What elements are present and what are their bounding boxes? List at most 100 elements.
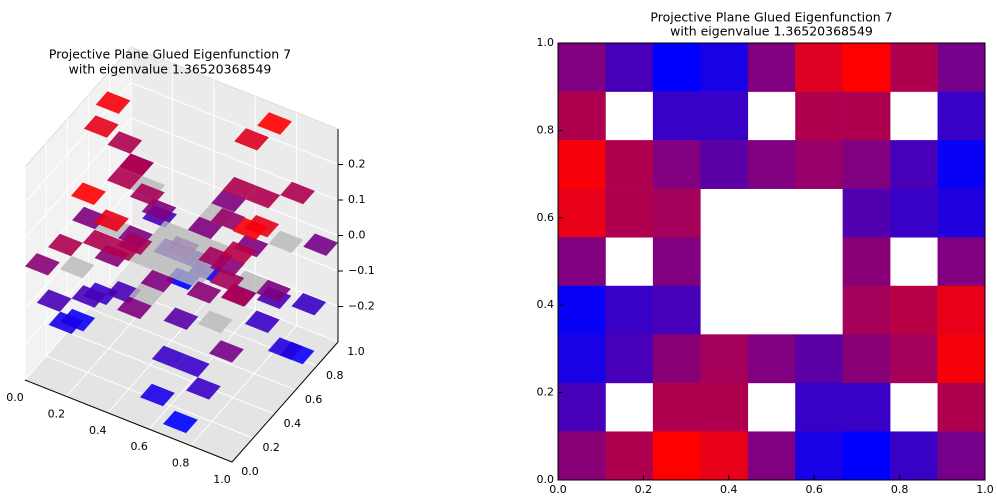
grid-line — [67, 331, 275, 415]
cell — [652, 43, 701, 92]
cell — [605, 431, 654, 481]
cell — [25, 253, 60, 276]
x-tick-label: 1.0 — [213, 473, 231, 486]
hole-cell — [187, 252, 222, 275]
cell — [558, 91, 606, 141]
x-tick-label: 0.2 — [635, 483, 653, 496]
cell — [605, 285, 654, 335]
cell — [107, 131, 143, 154]
cell — [937, 431, 986, 481]
cell — [291, 293, 327, 316]
cell — [842, 334, 891, 384]
cell — [94, 209, 129, 232]
grid-line — [24, 188, 132, 310]
y-axis — [231, 341, 339, 463]
cell — [151, 345, 187, 369]
cell — [232, 217, 268, 241]
cell — [937, 91, 986, 141]
hole-cell — [141, 234, 176, 257]
cell — [652, 431, 701, 481]
y-tick-label: 0.2 — [537, 386, 555, 399]
x-tick-label: 0.8 — [891, 483, 909, 496]
cell — [233, 234, 269, 258]
cell — [700, 431, 749, 481]
cell — [105, 238, 141, 262]
hole-cell — [59, 255, 95, 279]
cell — [652, 334, 701, 384]
chart-title: with eigenvalue 1.36520368549 — [69, 62, 272, 77]
x-tick-label: 0.2 — [48, 407, 66, 420]
z-tick-label: 0.2 — [348, 158, 366, 171]
cell — [558, 140, 606, 189]
cell — [558, 285, 606, 335]
cell — [48, 311, 84, 334]
x-tick-label: 0.6 — [130, 440, 148, 453]
cell — [937, 43, 986, 92]
cell — [71, 182, 106, 205]
y-tick-label: 0.2 — [262, 441, 280, 454]
cell — [83, 115, 119, 138]
cell — [890, 431, 938, 481]
cell — [700, 43, 749, 92]
cell — [257, 112, 292, 135]
cell — [842, 237, 891, 287]
y-tick-label: 0.8 — [326, 369, 344, 382]
chart-title: Projective Plane Glued Eigenfunction 7 — [49, 47, 291, 62]
cell — [795, 91, 843, 141]
cell — [106, 167, 142, 190]
cell — [187, 216, 223, 240]
cell — [558, 188, 606, 238]
x-tick-label: 0.6 — [805, 483, 823, 496]
cell — [842, 285, 891, 335]
cell — [280, 181, 315, 205]
cell — [303, 233, 338, 256]
cell — [186, 377, 221, 400]
cell — [747, 431, 796, 481]
grid-line — [88, 307, 296, 391]
z-tick-label: 0.0 — [348, 229, 366, 242]
grid-line — [130, 82, 339, 165]
x-tick-label: 0.4 — [89, 424, 107, 437]
cell — [245, 186, 281, 209]
cell — [700, 91, 749, 141]
cell — [842, 431, 891, 481]
cell — [890, 188, 938, 238]
cell — [140, 383, 175, 407]
cell — [652, 382, 701, 432]
cell — [795, 334, 843, 384]
cell — [558, 43, 606, 92]
y-tick-label: 1.0 — [347, 345, 365, 358]
y-tick-label: 0.4 — [284, 417, 302, 430]
cell — [558, 382, 606, 432]
x-tick-label: 0.0 — [6, 391, 24, 404]
x-tick-label: 0.0 — [549, 483, 567, 496]
cell — [211, 189, 246, 213]
hole-cell — [152, 256, 188, 280]
hole-cell — [233, 270, 268, 294]
cell — [605, 188, 654, 238]
x-tick-label: 0.4 — [720, 483, 738, 496]
cell — [221, 241, 257, 264]
y-tick-label: 0.0 — [241, 465, 259, 478]
hole-cell — [152, 220, 188, 244]
cell — [117, 296, 152, 320]
cell — [937, 237, 986, 287]
cell — [82, 229, 118, 252]
chart-title: with eigenvalue 1.36520368549 — [670, 24, 873, 39]
cell — [890, 140, 938, 189]
y-tick-label: 0.6 — [305, 393, 323, 406]
cell — [890, 285, 938, 335]
y-tick-label: 0.6 — [537, 211, 555, 224]
cell — [842, 382, 891, 432]
cell — [558, 334, 606, 384]
cell — [140, 269, 176, 293]
cell — [48, 233, 83, 257]
cell — [890, 334, 938, 384]
cell — [220, 284, 256, 307]
cell — [163, 307, 199, 330]
cell — [795, 382, 843, 432]
cell — [700, 140, 749, 189]
hole-cell — [164, 243, 199, 266]
cell — [652, 91, 701, 141]
